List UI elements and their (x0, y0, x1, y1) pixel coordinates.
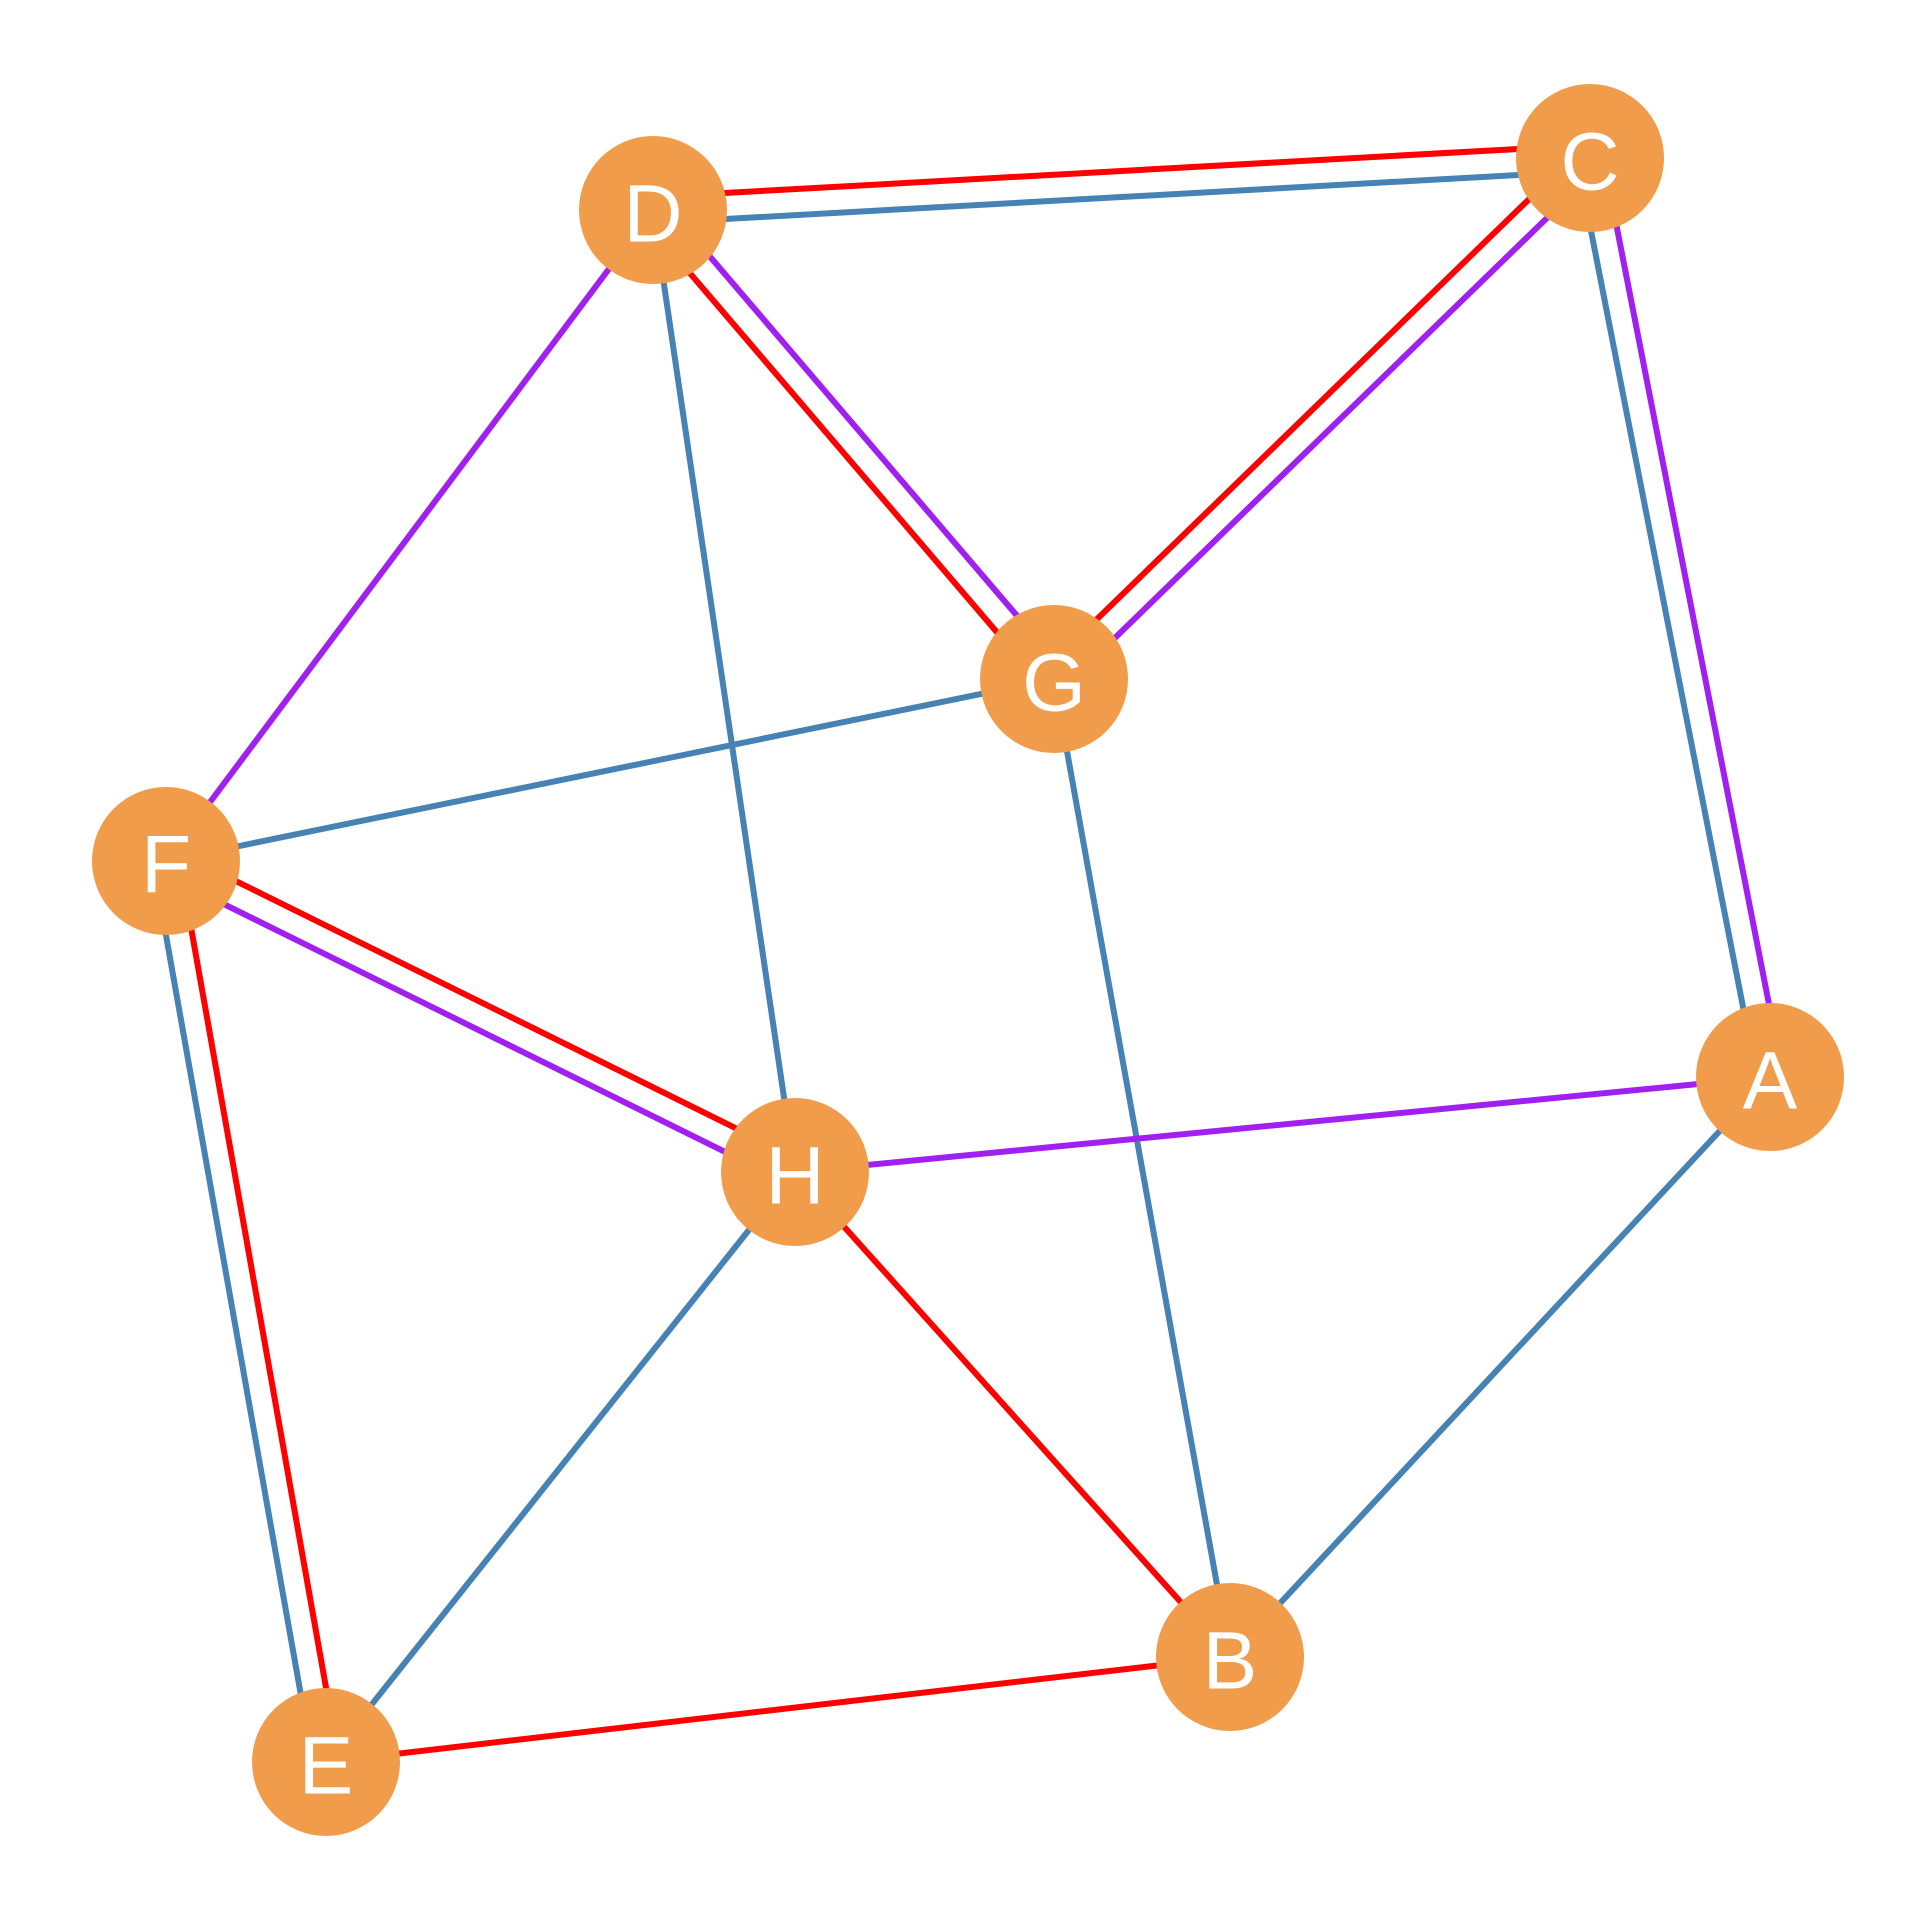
edge-d-h-blue (650, 207, 798, 1175)
edge-d-c-red (649, 142, 1593, 201)
node-h: H (721, 1098, 869, 1246)
edge-c-a-blue (1574, 157, 1761, 1083)
node-label: F (141, 820, 191, 911)
edge-e-b-red (323, 1654, 1233, 1765)
edges-layer (150, 142, 1786, 1768)
node-label: D (623, 169, 682, 260)
edge-h-a-purple (792, 1074, 1773, 1175)
edge-d-g-red (640, 215, 1048, 691)
node-circle (252, 1688, 400, 1836)
node-label: A (1743, 1036, 1798, 1127)
node-b: B (1156, 1583, 1304, 1731)
edge-c-g-red (1041, 145, 1584, 673)
node-circle (1696, 1003, 1844, 1151)
edge-g-b-blue (1051, 676, 1233, 1660)
edge-c-g-purple (1060, 164, 1603, 692)
edge-f-e-red (175, 855, 342, 1763)
edge-d-c-blue (650, 167, 1594, 226)
edge-h-e-blue (323, 1169, 798, 1765)
node-c: C (1516, 84, 1664, 232)
node-f: F (92, 787, 240, 935)
node-label: C (1560, 117, 1619, 208)
edge-h-b-red (792, 1169, 1233, 1660)
edge-a-b-blue (1227, 1074, 1773, 1660)
node-circle (1156, 1583, 1304, 1731)
edge-c-a-purple (1599, 152, 1786, 1078)
edge-g-f-blue (163, 676, 1057, 864)
node-circle (980, 605, 1128, 753)
node-label: E (299, 1721, 354, 1812)
node-label: G (1022, 638, 1086, 729)
node-circle (92, 787, 240, 935)
node-circle (579, 136, 727, 284)
node-circle (721, 1098, 869, 1246)
edge-d-g-purple (659, 198, 1067, 674)
node-label: H (765, 1131, 824, 1222)
node-a: A (1696, 1003, 1844, 1151)
edge-f-e-blue (150, 860, 317, 1768)
edge-f-h-red (168, 846, 804, 1164)
node-e: E (252, 1688, 400, 1836)
node-d: D (579, 136, 727, 284)
nodes-layer: A B C D E F G H (92, 84, 1844, 1836)
edge-d-f-purple (163, 207, 656, 864)
node-g: G (980, 605, 1128, 753)
node-label: B (1203, 1616, 1258, 1707)
edge-f-h-purple (157, 869, 793, 1187)
node-circle (1516, 84, 1664, 232)
